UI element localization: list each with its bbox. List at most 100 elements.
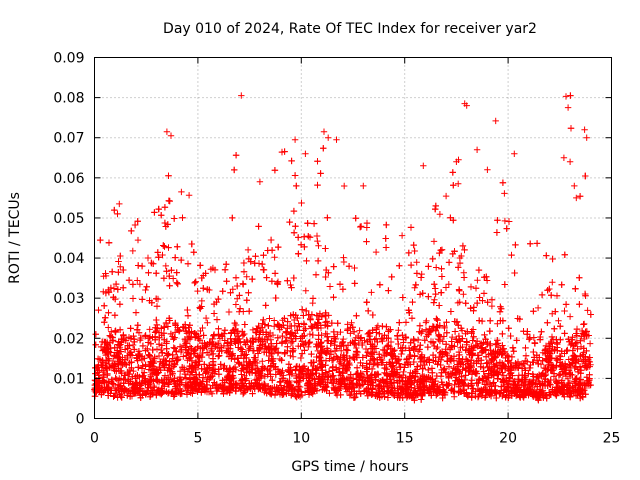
data-point	[357, 334, 365, 341]
data-point	[587, 311, 594, 318]
data-point	[163, 268, 170, 275]
data-point	[306, 338, 313, 346]
data-point	[210, 310, 218, 317]
data-point	[564, 346, 571, 354]
data-point	[584, 307, 591, 314]
data-point	[430, 238, 438, 245]
data-point	[92, 331, 99, 338]
data-point	[317, 170, 324, 177]
data-point	[450, 365, 457, 372]
data-point	[481, 331, 488, 339]
data-point	[580, 321, 587, 328]
data-point	[462, 372, 469, 379]
data-point	[398, 232, 406, 239]
data-point	[387, 338, 395, 346]
data-point	[425, 366, 432, 374]
data-point	[551, 325, 558, 332]
data-point	[430, 299, 437, 306]
data-point	[472, 285, 480, 292]
data-point	[501, 281, 508, 288]
data-point	[271, 254, 278, 261]
data-point	[292, 223, 299, 230]
data-point	[231, 356, 238, 363]
data-point	[312, 271, 320, 278]
data-point	[455, 180, 462, 187]
data-point	[200, 332, 207, 339]
data-point	[303, 307, 310, 315]
data-point	[558, 281, 565, 288]
data-point	[413, 259, 420, 266]
data-point	[204, 319, 211, 326]
data-point	[241, 321, 248, 328]
data-point	[483, 277, 491, 284]
data-point	[129, 295, 137, 302]
data-point	[442, 192, 450, 200]
data-point	[442, 284, 450, 291]
data-point	[170, 344, 177, 351]
data-point	[458, 252, 465, 260]
data-point	[494, 320, 501, 327]
data-point	[576, 193, 584, 200]
data-point	[290, 274, 297, 282]
data-points	[91, 92, 594, 404]
data-point	[455, 322, 462, 329]
data-point	[483, 360, 490, 367]
data-point	[445, 363, 453, 370]
data-point	[503, 225, 510, 232]
data-point	[424, 343, 431, 351]
data-point	[288, 157, 295, 165]
data-point	[544, 287, 551, 294]
data-point	[306, 330, 314, 338]
data-point	[488, 302, 496, 310]
data-point	[286, 218, 293, 226]
data-point	[449, 333, 456, 341]
data-point	[454, 299, 462, 307]
data-point	[538, 291, 546, 299]
data-point	[105, 309, 112, 316]
data-point	[179, 214, 186, 221]
data-point	[315, 242, 322, 249]
data-point	[207, 266, 215, 273]
data-point	[353, 312, 360, 319]
data-point	[240, 268, 248, 275]
data-point	[508, 251, 515, 259]
data-point	[229, 214, 236, 222]
data-point	[171, 345, 178, 352]
data-point	[449, 169, 456, 176]
data-point	[204, 375, 211, 383]
data-point	[239, 332, 247, 339]
data-point	[232, 301, 240, 308]
data-point	[166, 282, 173, 289]
data-point	[282, 338, 289, 345]
data-point	[501, 190, 508, 197]
data-point	[555, 317, 562, 324]
data-point	[112, 327, 119, 334]
data-point	[425, 293, 432, 300]
data-point	[115, 258, 122, 265]
data-point	[576, 274, 583, 281]
data-point	[271, 323, 278, 330]
data-point	[372, 248, 380, 256]
data-point	[260, 266, 267, 273]
data-point	[245, 289, 252, 296]
data-point	[213, 316, 221, 323]
data-point	[418, 270, 425, 278]
data-point	[368, 289, 375, 296]
data-point	[194, 287, 201, 295]
data-point	[356, 327, 363, 334]
data-point	[243, 273, 250, 280]
data-point	[328, 319, 335, 327]
data-point	[530, 308, 537, 315]
data-point	[395, 327, 402, 334]
data-point	[399, 294, 406, 301]
data-point	[162, 262, 169, 270]
data-point	[460, 291, 467, 298]
data-point	[567, 341, 574, 349]
data-point	[146, 326, 153, 333]
data-point	[533, 240, 541, 247]
data-point	[561, 307, 568, 315]
data-point	[557, 353, 564, 360]
data-point	[431, 296, 438, 303]
data-point	[337, 328, 344, 336]
